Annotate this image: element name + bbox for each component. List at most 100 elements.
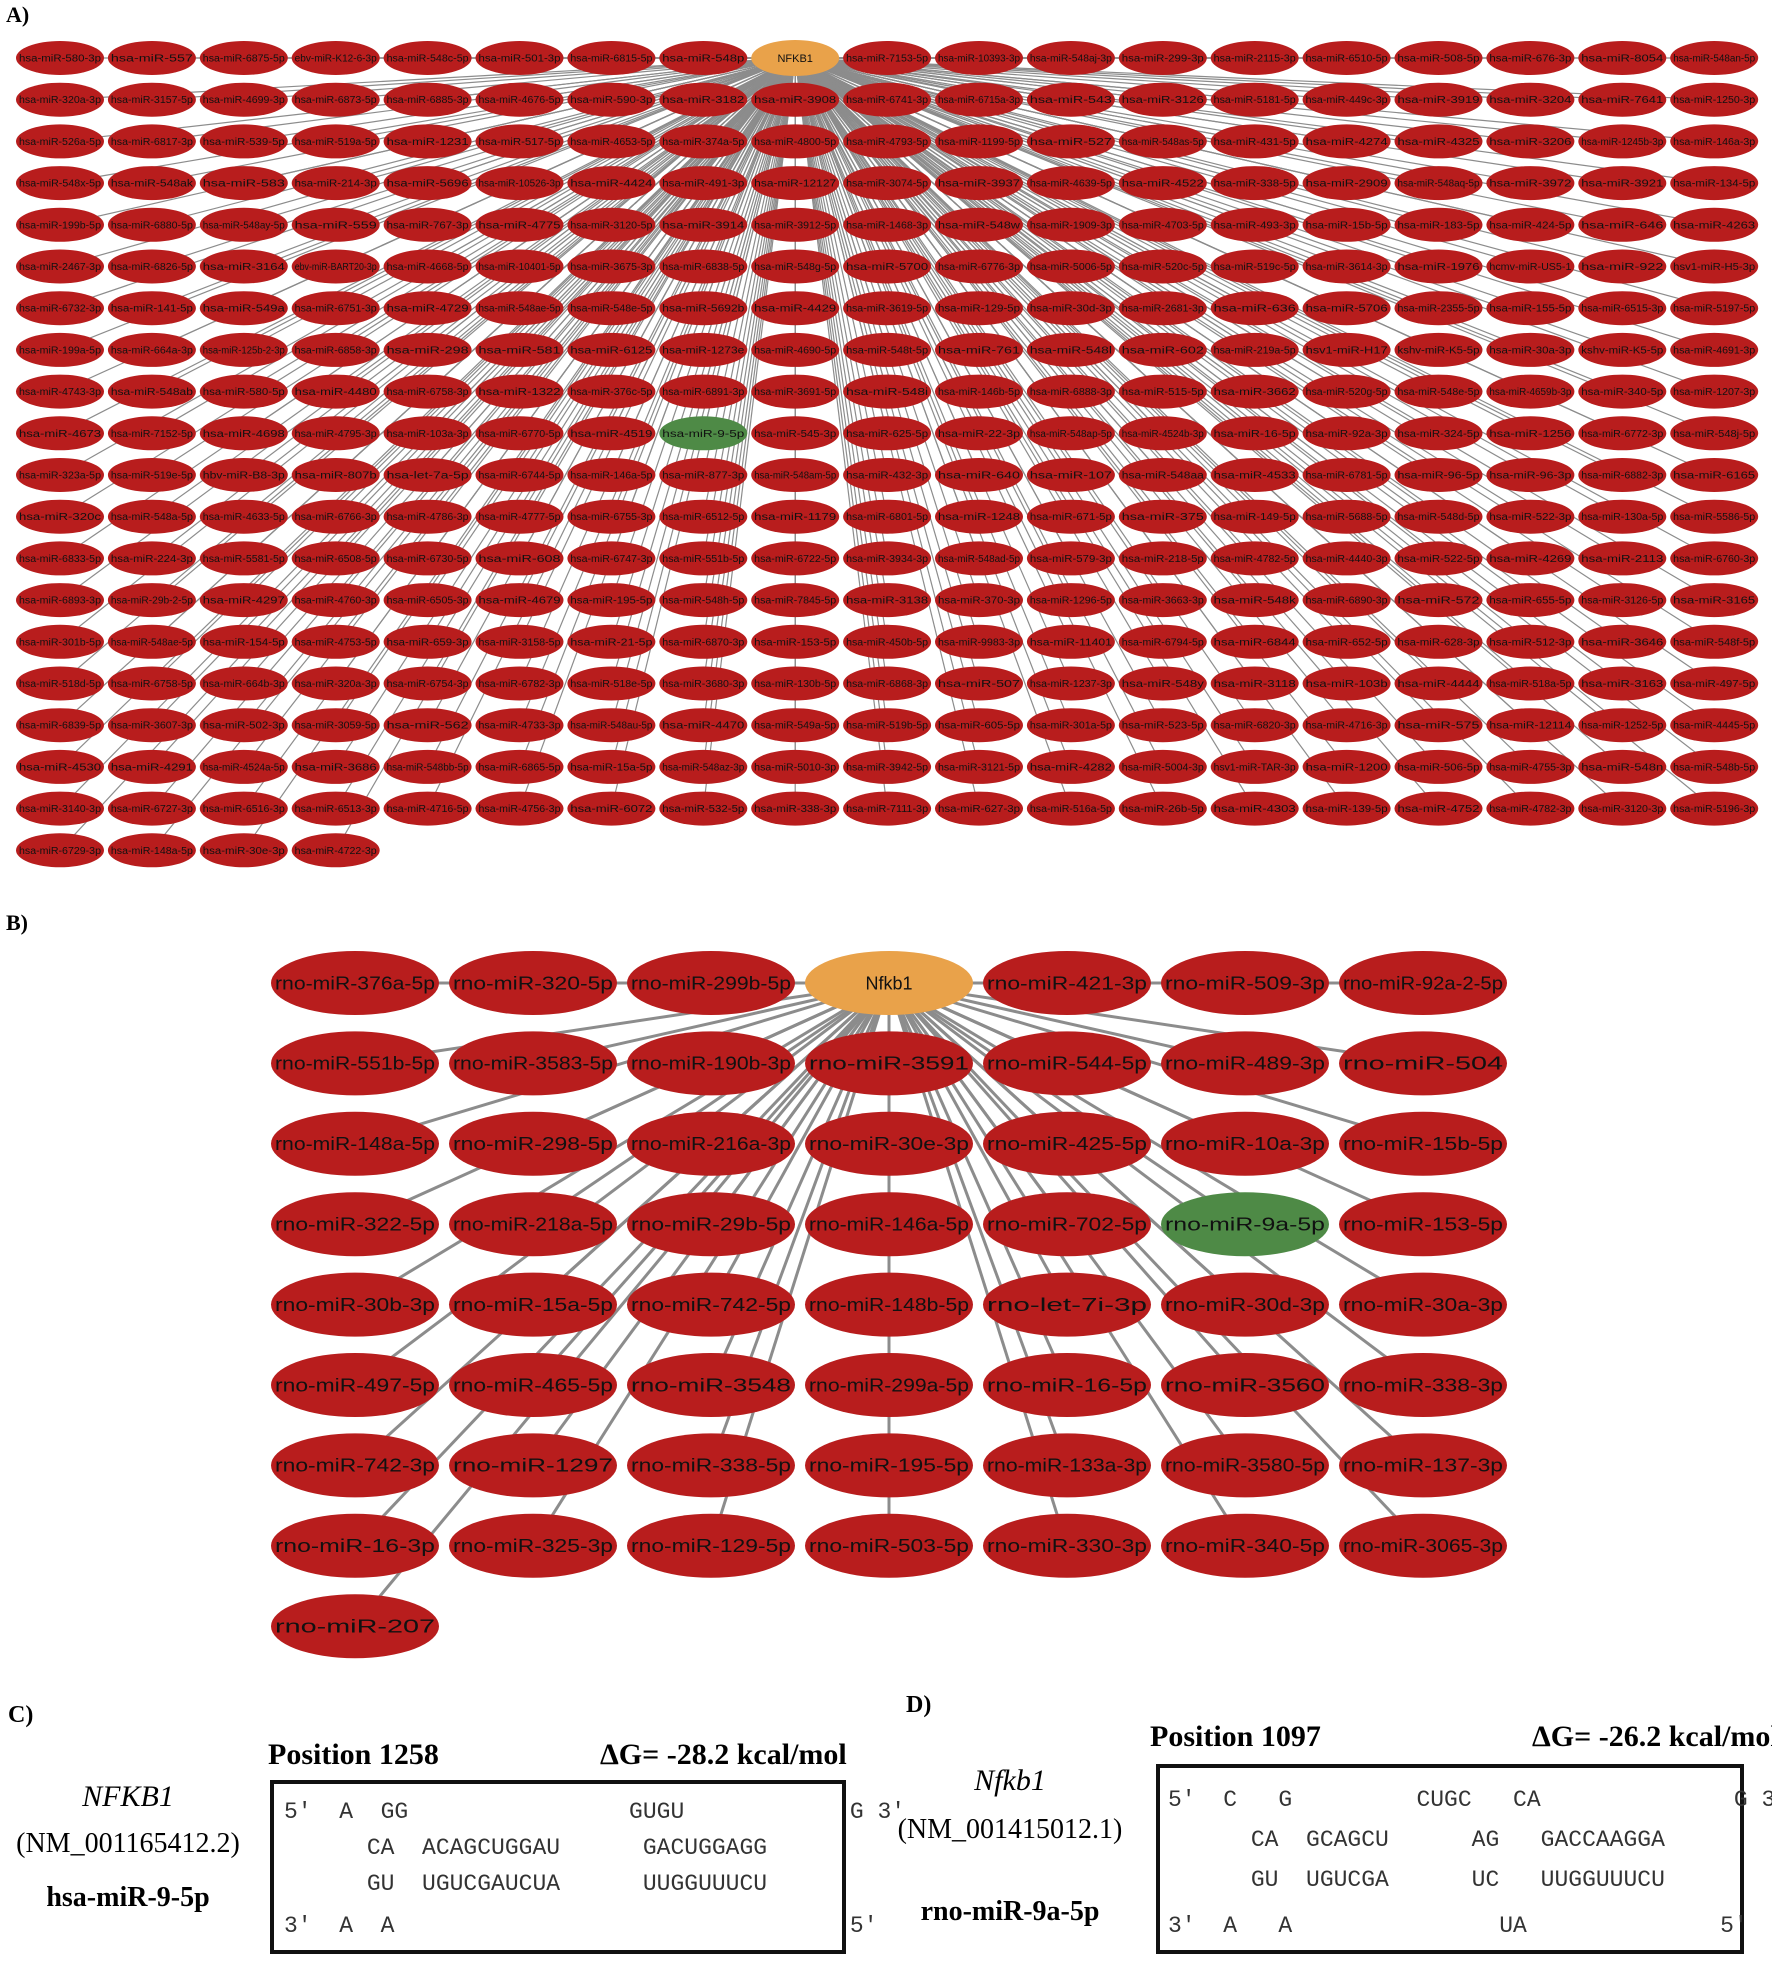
node-label: hsa-miR-3206 (1489, 137, 1572, 148)
mirna-node: ebv-miR-BART20-3p (291, 249, 380, 284)
mirna-node: hsa-miR-30e-3p (199, 833, 288, 868)
node-ellipse (199, 541, 288, 576)
node-label: hsa-miR-506-5p (1398, 762, 1480, 773)
mirna-node: hsa-miR-548ap-5p (1026, 416, 1115, 451)
mirna-node: hsa-miR-298 (383, 332, 472, 367)
node-ellipse (659, 624, 748, 659)
node-label: hsa-miR-5581-5p (203, 554, 285, 565)
mirna-node: hsa-miR-9983-3p (935, 624, 1023, 659)
node-ellipse (1118, 791, 1207, 826)
node-ellipse (475, 541, 564, 576)
node-label: rno-miR-325-3p (453, 1536, 613, 1556)
node-label: hsa-miR-224-3p (111, 554, 193, 565)
node-label: hsa-miR-6751-3p (295, 304, 377, 315)
mirna-node: hsa-miR-1237-3p (1026, 666, 1115, 701)
mirna-node: rno-miR-376a-5p (271, 951, 439, 1015)
mirna-node: hsa-miR-548aq-5p (1394, 166, 1483, 201)
node-ellipse (1670, 332, 1759, 367)
mirna-node: hsa-miR-518a-5p (1486, 666, 1575, 701)
node-label: hsa-miR-30d-3p (1030, 304, 1112, 315)
node-label: rno-miR-298-5p (453, 1134, 613, 1154)
mirna-node: hsa-miR-6125 (567, 332, 656, 367)
node-ellipse (16, 499, 104, 534)
node-ellipse (1670, 583, 1759, 618)
node-ellipse (805, 1353, 973, 1417)
mirna-node: hsa-miR-224-3p (107, 541, 196, 576)
node-label: rno-miR-190b-3p (631, 1054, 791, 1074)
node-ellipse (1670, 291, 1759, 326)
node-label: hsa-miR-6770-5p (479, 429, 561, 440)
mirna-node: hsa-miR-605-5p (935, 708, 1023, 743)
mirna-node: hsa-miR-497-5p (1670, 666, 1759, 701)
node-ellipse (1210, 583, 1299, 618)
node-label: hsa-miR-6885-3p (387, 95, 469, 106)
mirna-node: hsa-miR-664b-3p (199, 666, 288, 701)
node-ellipse (107, 416, 196, 451)
mirna-node: kshv-miR-K5-5p (1394, 332, 1483, 367)
mirna-node: hsa-miR-3972 (1486, 166, 1575, 201)
mirna-node: hsa-miR-6072 (567, 791, 656, 826)
node-label: hsa-miR-6833-5p (19, 554, 101, 565)
node-label: hsa-miR-520g-5p (1306, 387, 1388, 398)
node-label: hsa-miR-548j-5p (1673, 429, 1755, 440)
mirna-node: hsa-miR-532-5p (659, 791, 748, 826)
node-label: hsa-miR-4325 (1398, 137, 1481, 148)
panel-c-line-2: CA ACAGCUGGAU GACUGGAGG (284, 1835, 767, 1861)
node-label: hsa-miR-6747-3p (570, 554, 652, 565)
mirna-node: hsa-miR-548bb-5p (383, 749, 472, 784)
mirna-node: rno-miR-148a-5p (271, 1111, 439, 1176)
node-ellipse (107, 82, 196, 117)
mirna-node: hsa-miR-5004-3p (1118, 749, 1207, 784)
node-label: hsa-miR-580-5p (203, 387, 285, 398)
mirna-node: hsa-miR-96-5p (1394, 458, 1483, 492)
node-label: hsa-miR-3074-5p (846, 179, 928, 190)
node-ellipse (107, 791, 196, 826)
node-ellipse (449, 1031, 617, 1096)
node-label: hsa-miR-4756-3p (479, 804, 561, 815)
node-label: hsa-miR-4440-3p (1306, 554, 1388, 565)
node-label: hsa-miR-548t-5p (846, 345, 928, 356)
node-label: hsa-miR-1237-3p (1030, 679, 1112, 690)
node-label: hsa-miR-640 (938, 471, 1021, 482)
node-label: hsa-miR-579-3p (1030, 554, 1112, 565)
mirna-node: hsa-miR-3126-5p (1578, 583, 1667, 618)
node-label: ebv-miR-K12-6-3p (295, 54, 377, 65)
highlighted-mirna-node: hsa-miR-9-5p (659, 416, 748, 451)
node-ellipse (983, 1031, 1151, 1096)
node-label: hsa-miR-4445-5p (1673, 721, 1755, 732)
node-ellipse (107, 41, 196, 75)
edge (353, 982, 891, 1628)
node-label: hsa-miR-6758-3p (387, 387, 469, 398)
mirna-node: hsa-miR-5196-3p (1670, 791, 1759, 826)
node-label: hsa-miR-652-5p (1306, 637, 1388, 648)
node-label: hsa-miR-4722-3p (295, 846, 377, 857)
node-label: hsa-miR-3934-3p (846, 554, 928, 565)
node-label: hsa-miR-4519 (570, 429, 653, 440)
mirna-node: hsa-miR-6865-5p (475, 749, 564, 784)
mirna-node: hsa-miR-548ak (107, 166, 196, 201)
mirna-node: hsa-miR-424-5p (1486, 207, 1575, 242)
node-ellipse (271, 1192, 439, 1257)
edge (794, 57, 1348, 684)
mirna-node: hsa-miR-520c-5p (1118, 249, 1207, 284)
panel-d-gene: Nfkb1 (973, 1764, 1046, 1797)
node-ellipse (659, 82, 748, 117)
node-label: hsa-miR-516a-5p (1030, 804, 1112, 815)
node-label: hsa-miR-375 (1122, 512, 1205, 523)
node-ellipse (751, 124, 840, 159)
node-ellipse (843, 583, 932, 618)
mirna-node: hsa-miR-4519 (567, 416, 656, 451)
mirna-node: hsa-miR-324-5p (1394, 416, 1483, 451)
node-label: rno-let-7i-3p (987, 1295, 1147, 1315)
node-label: hsa-miR-608 (479, 554, 562, 565)
node-ellipse (751, 666, 840, 701)
mirna-node: hsa-miR-199a-5p (16, 332, 104, 367)
mirna-node: hsa-miR-4703-5p (1118, 207, 1207, 242)
node-label: hsa-miR-4679 (479, 596, 562, 607)
mirna-node: hsa-miR-7152-5p (107, 416, 196, 451)
mirna-node: hsa-miR-583 (199, 166, 288, 201)
node-ellipse (1026, 249, 1115, 284)
mirna-node: hbv-miR-B8-3p (199, 458, 288, 492)
mirna-node: hsa-miR-3138 (843, 583, 932, 618)
node-label: hsa-miR-125b-2-3p (203, 345, 285, 356)
